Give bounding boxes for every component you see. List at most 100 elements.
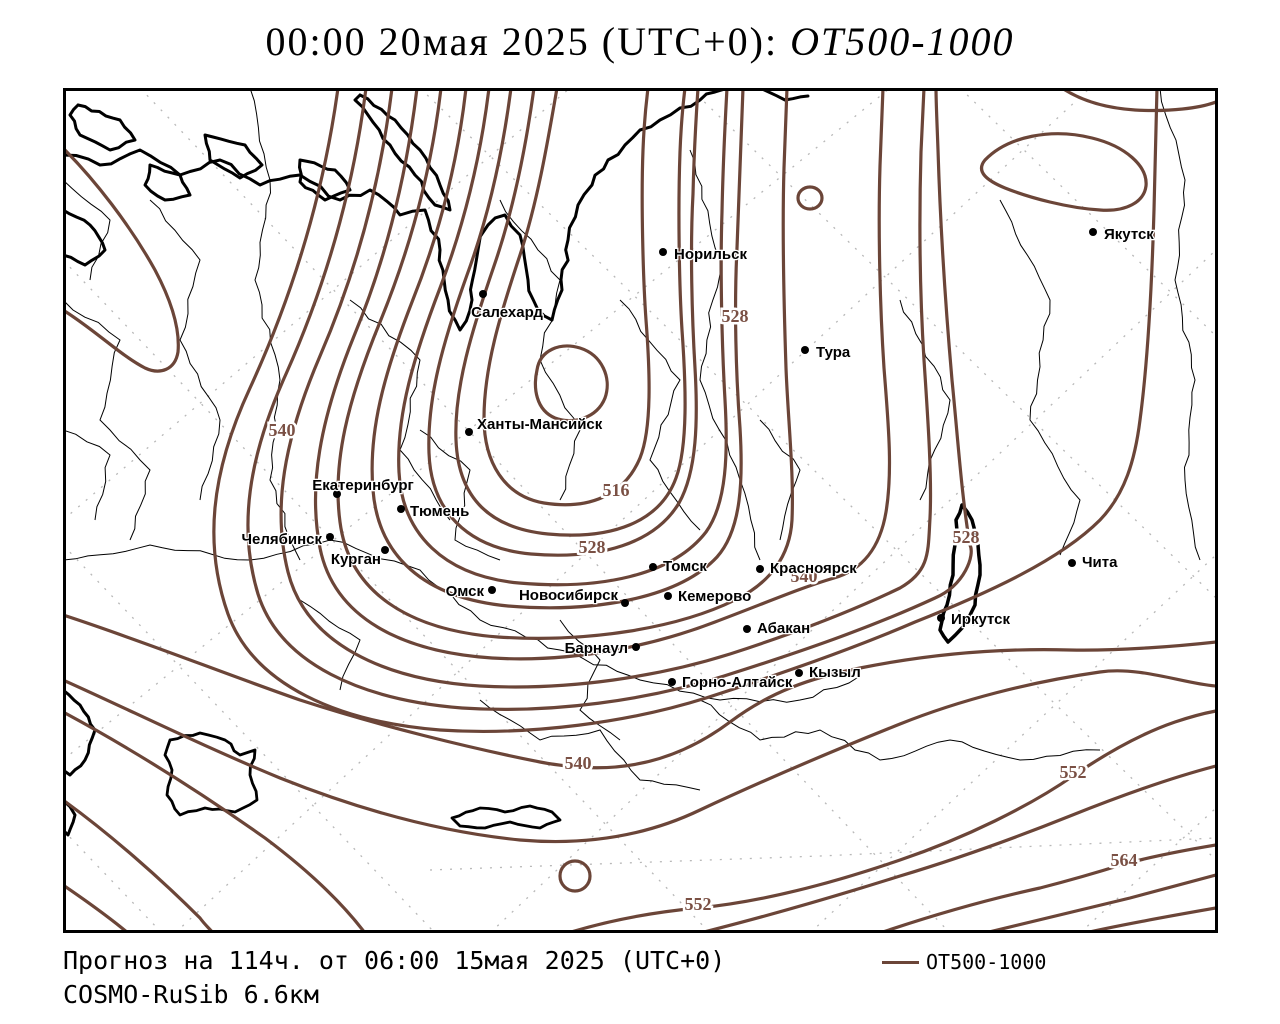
graticule-line: [422, 91, 1215, 860]
city-dot: [743, 625, 751, 633]
city-Ханты-Мансийск: Ханты-Мансийск: [465, 415, 604, 436]
admin-border: [759, 419, 801, 541]
contour-line: [397, 91, 729, 587]
city-dot: [397, 505, 405, 513]
contour-line: [1063, 91, 1215, 113]
city-Иркутск: Иркутск: [937, 610, 1012, 629]
city-dot: [937, 614, 945, 622]
forecast-footer: Прогноз на 114ч. от 06:00 15мая 2025 (UT…: [63, 944, 725, 1012]
city-dot: [1089, 228, 1097, 236]
contour-value-label: 528: [953, 527, 980, 547]
city-dot: [801, 346, 809, 354]
city-label: Челябинск: [241, 531, 322, 548]
lake-balkhash: [450, 804, 562, 830]
city-dot: [381, 546, 389, 554]
island-novaya-zemlya: [353, 93, 452, 212]
title-field-name: ОТ500-1000: [790, 19, 1015, 64]
city-label: Иркутск: [951, 611, 1010, 628]
city-Кызыл: Кызыл: [795, 663, 862, 682]
city-dot: [479, 290, 487, 298]
city-dot: [659, 248, 667, 256]
contour-line: [66, 885, 127, 930]
city-label: Чита: [1082, 554, 1118, 571]
contour-line: [212, 91, 1159, 733]
city-dot: [795, 669, 803, 677]
graticule-line: [66, 91, 568, 519]
map-legend: ОТ500-1000: [882, 950, 1046, 974]
city-dot: [465, 428, 473, 436]
contour-line: [279, 91, 933, 689]
city-label: Ханты-Мансийск: [477, 416, 603, 433]
city-label: Салехард: [471, 304, 543, 321]
arctic-coastline: [66, 91, 724, 332]
contour-value-label: 552: [1060, 762, 1087, 782]
admin-border: [149, 199, 221, 501]
contour-ridge-banana: [979, 132, 1148, 212]
city-dot: [326, 533, 334, 541]
contour-line: [66, 669, 1215, 844]
legend-label: ОТ500-1000: [926, 950, 1047, 974]
city-label: Красноярск: [770, 560, 857, 577]
contour-line: [427, 91, 700, 557]
admin-border: [349, 299, 451, 521]
contour-line: [572, 709, 1215, 930]
admin-border: [419, 429, 501, 561]
city-label: Горно-Алтайск: [682, 674, 793, 691]
city-Якутск: Якутск: [1089, 225, 1156, 244]
city-label: Тюмень: [410, 503, 469, 520]
admin-border: [66, 182, 111, 281]
admin-border: [999, 199, 1081, 556]
contour-line: [482, 91, 651, 507]
city-dot: [1068, 559, 1076, 567]
city-Тюмень: Тюмень: [397, 502, 471, 521]
city-Абакан: Абакан: [743, 619, 811, 638]
city-label: Абакан: [757, 620, 810, 637]
city-Екатеринбург: Екатеринбург: [311, 476, 415, 498]
graticule-grid: [66, 91, 1215, 930]
caspian-coast: [66, 690, 97, 777]
city-label: Омск: [446, 583, 485, 600]
island: [203, 133, 264, 180]
graticule-line: [492, 250, 1215, 930]
contour-small-ring-south: [558, 859, 592, 893]
forecast-info-line: Прогноз на 114ч. от 06:00 15мая 2025 (UT…: [63, 946, 726, 975]
city-dot: [621, 599, 629, 607]
contour-line: [370, 91, 745, 610]
city-Курган: Курган: [330, 546, 389, 569]
city-Кемерово: Кемерово: [664, 587, 753, 606]
admin-border: [66, 539, 861, 703]
contour-layer: [66, 91, 1215, 930]
contour-line: [1091, 906, 1215, 930]
city-label: Кызыл: [809, 664, 861, 681]
contour-value-label: 540: [565, 753, 592, 773]
contour-value-label: 540: [791, 566, 818, 586]
contour-line: [883, 843, 1215, 930]
city-label: Кемерово: [678, 588, 751, 605]
contour-value-label: 528: [579, 537, 606, 557]
island: [143, 163, 192, 202]
city-label: Якутск: [1104, 226, 1154, 243]
city-Томск: Томск: [649, 557, 709, 576]
city-label: Тура: [816, 344, 851, 361]
contour-line: [66, 148, 180, 373]
contour-value-label: 540: [269, 420, 296, 440]
coast-inlet: [66, 210, 107, 267]
graticule-line: [1082, 808, 1215, 930]
contour-labels: 528 540 516 528 540 528 540 552 552 564: [266, 304, 1140, 917]
admin-border: [899, 299, 951, 501]
graticule-line: [962, 91, 1215, 336]
admin-border: [699, 699, 1101, 761]
city-Салехард: Салехард: [470, 290, 545, 322]
map-frame: [63, 88, 1218, 933]
contour-line: [66, 711, 365, 930]
admin-border: [479, 699, 701, 791]
map-title: 00:00 20мая 2025 (UTC+0): ОТ500-1000: [0, 18, 1280, 65]
city-Горно-Алтайск: Горно-Алтайск: [668, 673, 794, 692]
contour-value-label: 516: [603, 480, 630, 500]
contour-line: [336, 91, 794, 640]
city-dot: [668, 678, 676, 686]
admin-border: [1159, 91, 1201, 561]
city-label: Томск: [663, 558, 707, 575]
title-datetime: 00:00 20мая 2025 (UTC+0):: [265, 19, 791, 64]
